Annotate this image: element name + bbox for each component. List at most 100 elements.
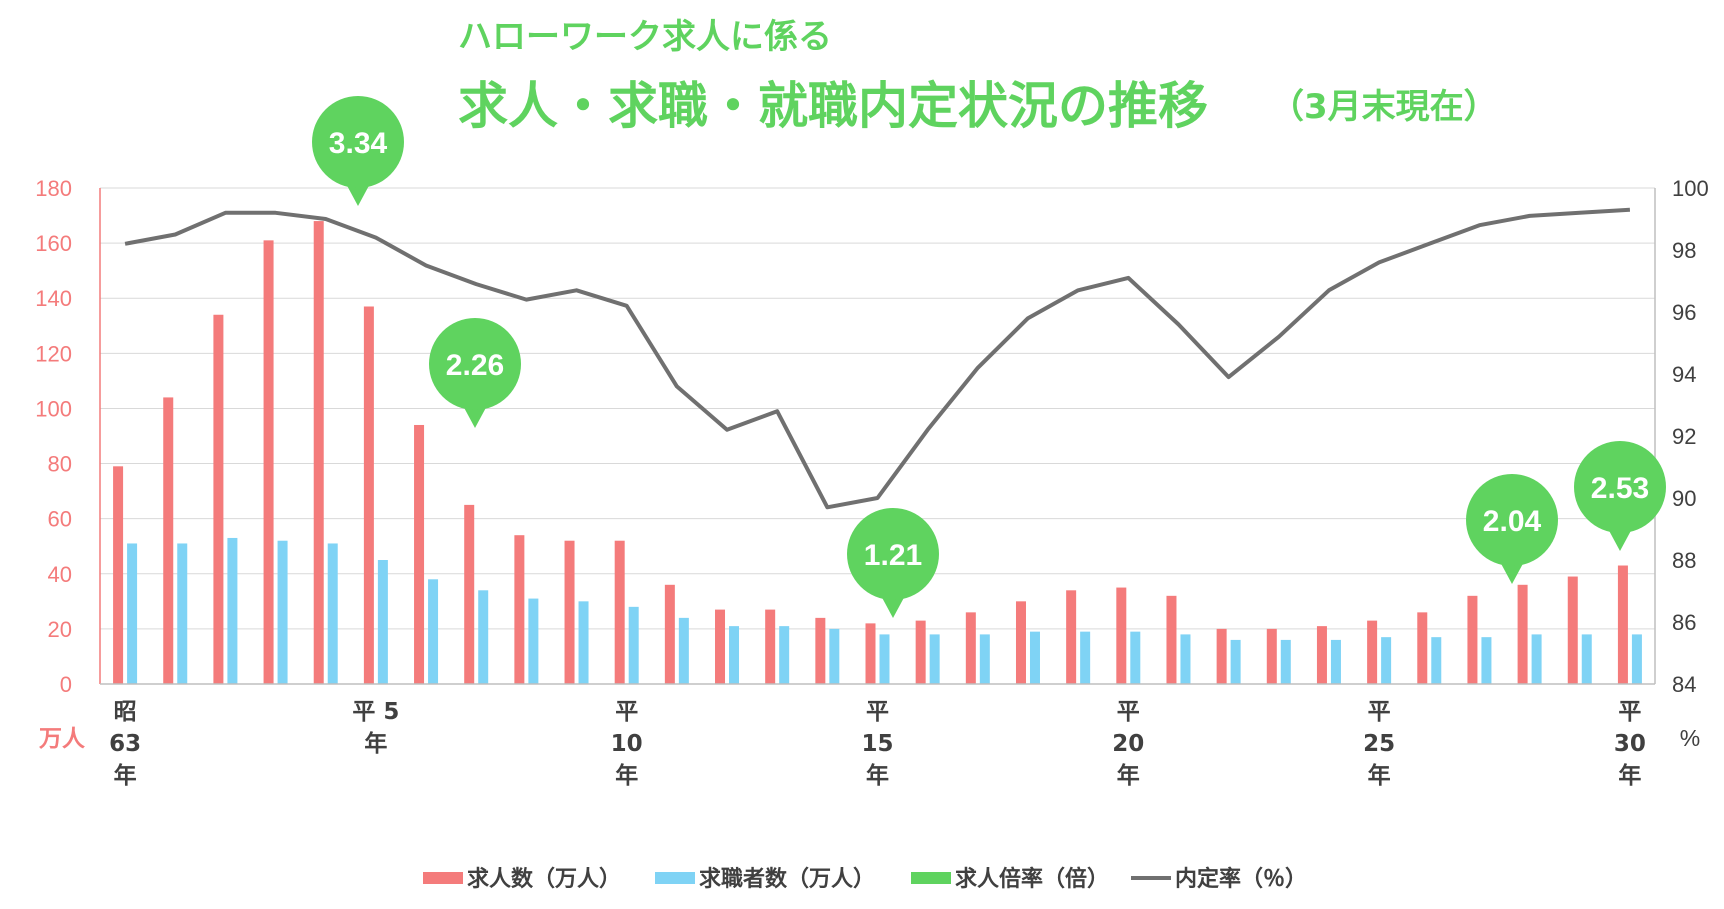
bar-jobs bbox=[1266, 628, 1277, 684]
gridlines bbox=[100, 187, 1655, 685]
callout-value: 2.53 bbox=[1591, 472, 1649, 505]
bar-seekers bbox=[929, 634, 940, 684]
left-tick-label: 0 bbox=[60, 672, 72, 697]
bar-seekers bbox=[1481, 637, 1492, 684]
bar-seekers bbox=[377, 560, 388, 684]
x-tick-label: 63 bbox=[109, 731, 141, 757]
bar-jobs bbox=[865, 623, 876, 684]
bar-jobs bbox=[1116, 587, 1127, 684]
bar-jobs bbox=[1617, 565, 1628, 684]
right-tick-label: 98 bbox=[1672, 238, 1696, 263]
bar-seekers bbox=[127, 543, 138, 684]
legend-swatch bbox=[911, 872, 951, 884]
callout-value: 2.04 bbox=[1483, 505, 1542, 538]
left-tick-label: 60 bbox=[48, 507, 72, 532]
right-tick-label: 94 bbox=[1672, 362, 1696, 387]
ratio-callout: 3.34 bbox=[312, 96, 404, 206]
x-tick-label: 年 bbox=[364, 730, 387, 757]
bar-jobs bbox=[1316, 626, 1327, 684]
rate-line bbox=[124, 207, 1631, 510]
bar-seekers bbox=[1280, 639, 1291, 684]
ratio-callout: 2.04 bbox=[1466, 474, 1558, 584]
chart-title-line2: 求人・求職・就職内定状況の推移 bbox=[458, 77, 1208, 135]
ratio-callout: 1.21 bbox=[847, 508, 939, 618]
bar-jobs bbox=[915, 620, 926, 684]
x-tick-label: 年 bbox=[1117, 762, 1140, 789]
bar-jobs bbox=[263, 240, 274, 684]
bar-jobs bbox=[664, 584, 675, 684]
ratio-callouts: 3.34 2.26 1.21 2.04 2.53 bbox=[312, 96, 1666, 618]
chart-title-line1: ハローワーク求人に係る bbox=[458, 17, 832, 57]
bar-seekers bbox=[1581, 634, 1592, 684]
bar-seekers bbox=[177, 543, 188, 684]
bar-jobs bbox=[464, 504, 475, 684]
bar-seekers bbox=[1029, 631, 1040, 684]
bar-seekers bbox=[879, 634, 890, 684]
bar-seekers bbox=[628, 606, 639, 684]
right-tick-label: 100 bbox=[1672, 176, 1709, 201]
legend-swatch bbox=[655, 872, 695, 884]
bar-jobs bbox=[414, 424, 425, 684]
bar-seekers bbox=[678, 617, 689, 684]
x-tick-label: 年 bbox=[114, 762, 137, 789]
callout-bubble bbox=[429, 318, 521, 410]
bar-seekers bbox=[729, 626, 740, 684]
bar-seekers bbox=[1631, 634, 1642, 684]
ratio-callout: 2.26 bbox=[429, 318, 521, 428]
bar-jobs bbox=[1066, 590, 1077, 684]
bar-seekers bbox=[979, 634, 990, 684]
axes: 0 20 40 60 80 100 120 140 160 180 84 86 88 90 92 94 96 98… bbox=[35, 176, 1708, 789]
x-tick-label: 年 bbox=[1618, 762, 1641, 789]
x-tick-label: 平 5 bbox=[352, 699, 399, 725]
bar-seekers bbox=[1431, 637, 1442, 684]
right-tick-label: 84 bbox=[1672, 672, 1696, 697]
bar-jobs bbox=[213, 314, 224, 684]
bar-jobs bbox=[163, 397, 174, 684]
callout-bubble bbox=[1466, 474, 1558, 566]
bar-seekers bbox=[829, 628, 840, 684]
bar-seekers bbox=[1130, 631, 1141, 684]
bar-jobs bbox=[1216, 628, 1227, 684]
bar-jobs bbox=[1367, 620, 1378, 684]
left-axis-unit: 万人 bbox=[39, 726, 86, 752]
left-tick-label: 80 bbox=[48, 452, 72, 477]
legend-swatch bbox=[423, 872, 463, 884]
x-tick-label: 平 bbox=[615, 699, 638, 725]
callout-bubble bbox=[312, 96, 404, 188]
right-tick-label: 92 bbox=[1672, 424, 1696, 449]
x-tick-label: 年 bbox=[1368, 762, 1391, 789]
bar-jobs bbox=[313, 221, 324, 685]
bar-jobs bbox=[363, 306, 374, 684]
bar-seekers bbox=[1180, 634, 1191, 684]
left-tick-label: 160 bbox=[35, 231, 72, 256]
callout-bubble bbox=[847, 508, 939, 600]
right-tick-label: 90 bbox=[1672, 486, 1696, 511]
x-tick-label: 平 bbox=[1618, 699, 1641, 725]
bar-seekers bbox=[327, 543, 338, 684]
x-tick-label: 平 bbox=[866, 699, 889, 725]
bar-seekers bbox=[478, 590, 489, 684]
bar-jobs bbox=[765, 609, 776, 684]
left-tick-label: 40 bbox=[48, 562, 72, 587]
callout-value: 2.26 bbox=[446, 349, 504, 382]
left-tick-label: 100 bbox=[35, 396, 72, 421]
x-tick-label: 20 bbox=[1112, 731, 1144, 757]
bar-seekers bbox=[1381, 637, 1392, 684]
x-tick-label: 年 bbox=[615, 762, 638, 789]
callout-value: 1.21 bbox=[864, 539, 922, 572]
left-tick-label: 140 bbox=[35, 286, 72, 311]
left-tick-label: 120 bbox=[35, 341, 72, 366]
x-tick-label: 10 bbox=[611, 731, 643, 757]
x-tick-label: 15 bbox=[861, 731, 893, 757]
bar-jobs bbox=[1517, 584, 1528, 684]
bar-seekers bbox=[277, 540, 288, 684]
bar-seekers bbox=[1230, 639, 1241, 684]
bar-jobs bbox=[815, 617, 826, 684]
x-tick-label: 平 bbox=[1117, 699, 1140, 725]
right-tick-label: 96 bbox=[1672, 300, 1696, 325]
left-tick-label: 20 bbox=[48, 617, 72, 642]
bar-jobs bbox=[113, 466, 124, 684]
ratio-callout: 2.53 bbox=[1574, 441, 1666, 551]
bar-jobs bbox=[1417, 612, 1428, 684]
